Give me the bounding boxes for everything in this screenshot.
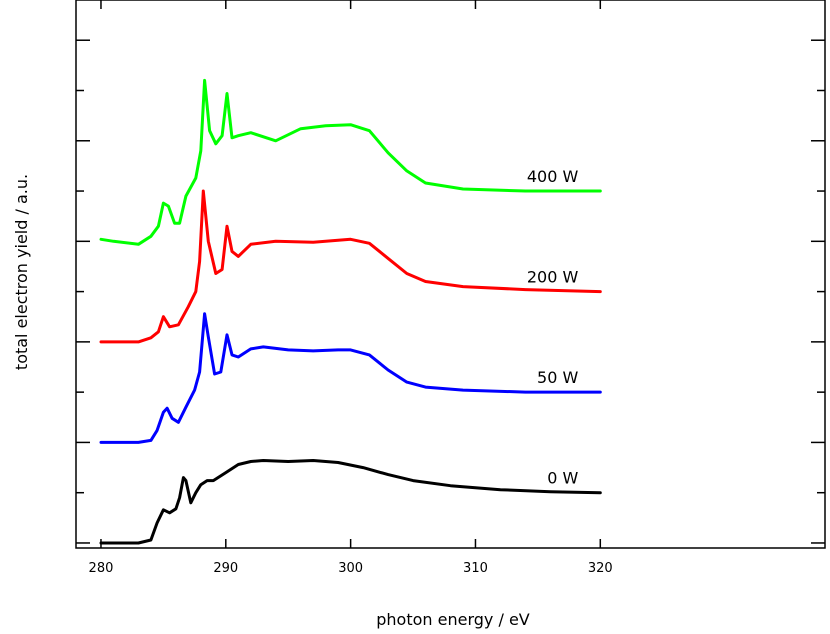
x-tick-label: 320 bbox=[588, 561, 613, 576]
y-axis-title: total electron yield / a.u. bbox=[12, 174, 31, 370]
series-label: 200 W bbox=[527, 268, 579, 287]
series-label: 0 W bbox=[547, 469, 578, 488]
x-tick-label: 310 bbox=[463, 561, 488, 576]
series-line bbox=[99, 312, 602, 444]
series-line bbox=[99, 459, 602, 545]
series-labels: 0 W 50 W 200 W 400 W bbox=[527, 167, 579, 488]
series-line bbox=[99, 189, 602, 344]
plot-frame bbox=[75, 0, 826, 549]
series-label: 50 W bbox=[537, 368, 578, 387]
series-group bbox=[99, 78, 602, 545]
x-tick-label: 280 bbox=[89, 561, 114, 576]
x-axis-title: photon energy / eV bbox=[376, 610, 530, 629]
x-tick-label: 300 bbox=[338, 561, 363, 576]
series-label: 400 W bbox=[527, 167, 579, 186]
series-line bbox=[99, 78, 602, 246]
x-tick-label: 290 bbox=[213, 561, 238, 576]
axis-ticks: 280 290 300 310 320 bbox=[76, 0, 825, 576]
